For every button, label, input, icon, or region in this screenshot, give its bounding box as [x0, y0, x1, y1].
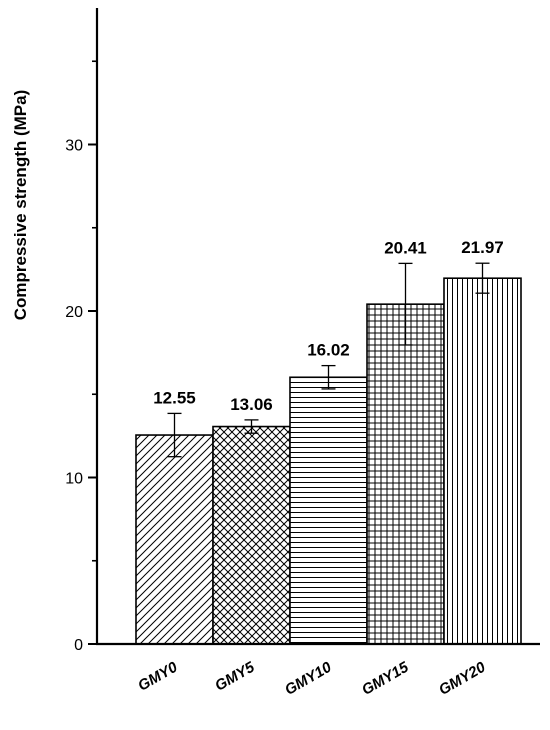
category-label-gmy15: GMY15 — [359, 658, 412, 698]
value-label-gmy10: 16.02 — [307, 341, 350, 360]
error-bar-gmy10 — [321, 364, 336, 390]
error-bar-gmy0 — [167, 412, 182, 458]
y-axis-title: Compressive strength (MPa) — [11, 90, 30, 321]
bar-group-gmy10: 16.02 — [289, 341, 368, 645]
y-tick-label: 30 — [65, 138, 83, 155]
axes-layer: 0 10 20 30 — [65, 8, 540, 654]
bar-group-gmy15: 20.41 — [366, 238, 445, 645]
category-label-gmy5: GMY5 — [212, 658, 258, 694]
bar-gmy20 — [443, 277, 522, 645]
error-bar-gmy5 — [244, 419, 259, 434]
bar-group-gmy20: 21.97 — [443, 238, 522, 645]
y-tick-label: 20 — [65, 304, 83, 321]
error-bar-gmy20 — [475, 262, 490, 294]
bar-gmy15 — [366, 303, 445, 645]
value-label-gmy15: 20.41 — [384, 238, 427, 257]
bar-gmy0 — [135, 434, 214, 645]
value-label-gmy5: 13.06 — [230, 395, 273, 414]
y-tick-label: 0 — [74, 637, 83, 654]
category-label-gmy10: GMY10 — [282, 658, 335, 698]
y-tick-label: 10 — [65, 471, 83, 488]
value-label-gmy20: 21.97 — [461, 238, 504, 257]
bars-layer: 12.55 GMY0 13.06 GMY5 16.02 GMY10 20.41 GMY15 21… — [135, 238, 522, 699]
bar-gmy5 — [212, 425, 291, 645]
error-bar-gmy15 — [398, 262, 413, 346]
category-label-gmy0: GMY0 — [135, 658, 181, 694]
bar-group-gmy5: 13.06 — [212, 395, 291, 645]
bar-group-gmy0: 12.55 — [135, 388, 214, 645]
value-label-gmy0: 12.55 — [153, 388, 196, 407]
bar-gmy10 — [289, 376, 368, 645]
category-label-gmy20: GMY20 — [436, 658, 489, 698]
